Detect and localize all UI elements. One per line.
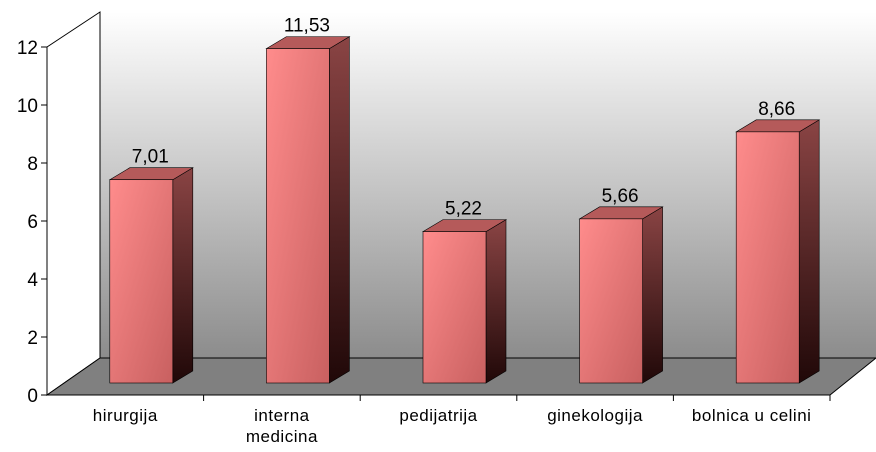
y-tick-label: 0 xyxy=(27,386,38,407)
y-tick-label: 8 xyxy=(27,154,38,175)
bar-side xyxy=(172,167,194,384)
bar xyxy=(422,231,487,384)
x-tick-label: bolnica u celini xyxy=(691,406,812,425)
bar-side xyxy=(642,206,663,384)
x-tick-label: interna medicina xyxy=(245,406,318,446)
side-wall xyxy=(46,11,101,396)
y-tick-label: 4 xyxy=(27,270,38,291)
x-tick-label: pedijatrija xyxy=(399,406,478,425)
x-tick-label: hirurgija xyxy=(92,406,158,425)
y-tick-label: 12 xyxy=(17,38,38,59)
x-tick-label: ginekologija xyxy=(547,406,643,425)
bar xyxy=(266,48,330,384)
bar xyxy=(579,218,643,384)
y-tick-label: 2 xyxy=(27,328,38,349)
bar-side xyxy=(329,36,350,384)
bar xyxy=(109,179,174,384)
bar-side xyxy=(485,219,507,384)
bar-side xyxy=(798,119,820,384)
y-tick-label: 10 xyxy=(17,96,38,117)
value-label: 11,53 xyxy=(284,16,330,37)
bar xyxy=(735,131,800,384)
y-tick-label: 6 xyxy=(27,212,38,233)
value-label: 7,01 xyxy=(132,147,169,168)
value-label: 8,66 xyxy=(758,99,795,120)
value-label: 5,22 xyxy=(445,199,482,220)
value-label: 5,66 xyxy=(602,186,639,207)
